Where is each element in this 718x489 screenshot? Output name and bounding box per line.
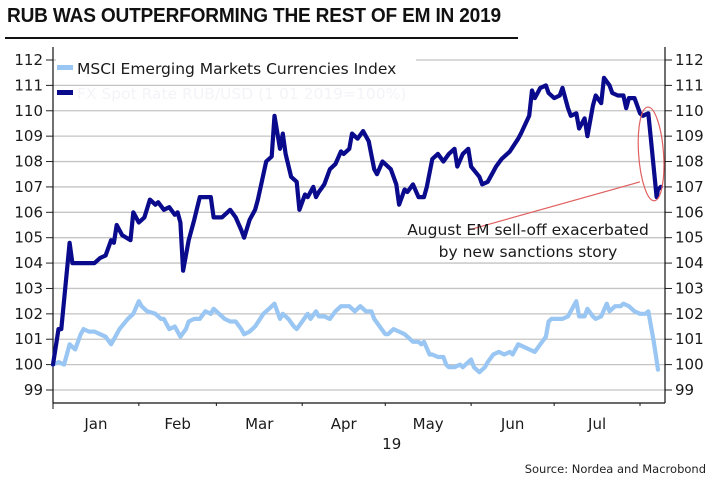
x-year-label: 19: [382, 435, 401, 453]
y-tick-label-left: 103: [14, 279, 43, 297]
axes: 99 99 100 100 101 101 102 102 103 103 104 104 105 105…: [14, 47, 704, 453]
y-tick-label-right: 108: [675, 153, 704, 171]
annotation-ellipse: [637, 106, 665, 202]
y-tick-label-left: 99: [24, 381, 43, 399]
y-tick-label-right: 104: [675, 254, 704, 272]
legend-swatch-msci: [57, 65, 73, 70]
y-tick-label-right: 110: [675, 102, 704, 120]
y-tick-label-left: 107: [14, 178, 43, 196]
y-tick-label-left: 111: [14, 76, 43, 94]
y-tick-label-left: 101: [14, 330, 43, 348]
y-tick-label-left: 110: [14, 102, 43, 120]
x-tick-label: Jan: [83, 415, 107, 433]
annotation-pointer: [468, 181, 641, 231]
x-tick-label: Jul: [587, 415, 606, 433]
legend-swatch-rub: [57, 90, 73, 95]
y-tick-label-right: 102: [675, 305, 704, 323]
chart-title: RUB WAS OUTPERFORMING THE REST OF EM IN …: [7, 4, 501, 27]
y-tick-label-left: 109: [14, 127, 43, 145]
annotation-text-line-1: August EM sell-off exacerbated: [407, 221, 649, 239]
annotation-text-line-2: by new sanctions story: [439, 243, 618, 261]
y-tick-label-right: 109: [675, 127, 704, 145]
y-tick-label-right: 100: [675, 356, 704, 374]
legend-label-msci: MSCI Emerging Markets Currencies Index: [77, 60, 396, 78]
y-tick-label-right: 103: [675, 279, 704, 297]
y-tick-label-left: 104: [14, 254, 43, 272]
title-rule: [5, 37, 518, 39]
y-tick-label-right: 101: [675, 330, 704, 348]
series-lines: [50, 75, 663, 375]
y-tick-label-left: 106: [14, 203, 43, 221]
y-tick-label-right: 105: [675, 229, 704, 247]
y-tick-label-left: 108: [14, 153, 43, 171]
series-line-rub: [50, 75, 663, 367]
annotation: August EM sell-off exacerbated by new san…: [407, 106, 665, 261]
source-note: Source: Nordea and Macrobond: [524, 462, 706, 476]
y-tick-label-right: 111: [675, 76, 704, 94]
x-tick-label: Jun: [500, 415, 524, 433]
y-tick-label-right: 112: [675, 51, 704, 69]
x-tick-label: Mar: [245, 415, 274, 433]
y-tick-label-right: 106: [675, 203, 704, 221]
legend-background: [56, 56, 416, 100]
y-tick-label-left: 105: [14, 229, 43, 247]
x-tick-label: May: [413, 415, 444, 433]
legend: MSCI Emerging Markets Currencies Index FX…: [56, 56, 416, 103]
y-tick-label-left: 102: [14, 305, 43, 323]
legend-label-rub: FX Spot Rate RUB/USD (1 01 2019=100%): [77, 85, 406, 103]
y-tick-label-left: 112: [14, 51, 43, 69]
y-tick-label-left: 100: [14, 356, 43, 374]
series-line-msci: [50, 299, 661, 375]
x-tick-label: Apr: [331, 415, 358, 433]
y-tick-label-right: 99: [675, 381, 694, 399]
x-tick-label: Feb: [164, 415, 191, 433]
y-tick-label-right: 107: [675, 178, 704, 196]
